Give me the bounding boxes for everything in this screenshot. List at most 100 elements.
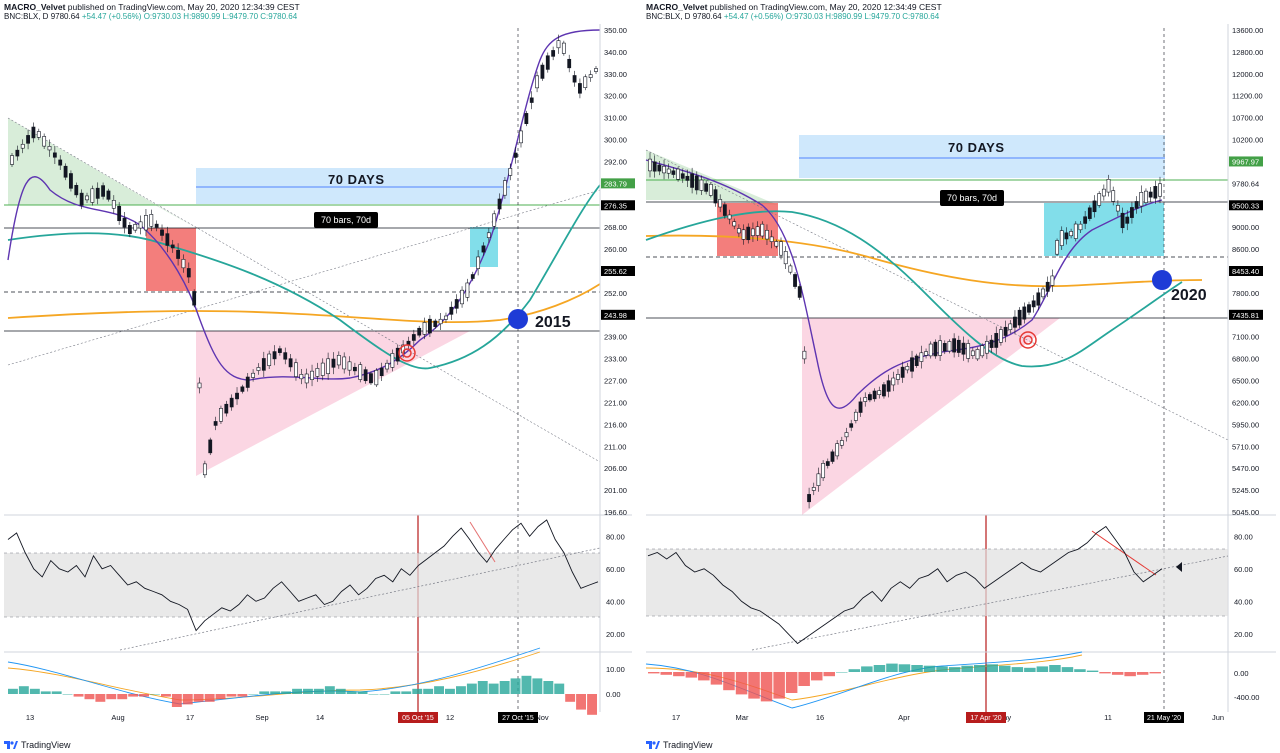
macd-bar [128,694,139,697]
tradingview-brand[interactable]: TradingView [4,740,71,750]
candle-body [551,50,556,57]
macd-bar [40,691,51,694]
candle-body [315,368,320,377]
macd-signal-line [7,651,541,701]
date-marker-label: 21 May '20 [1147,715,1181,722]
candle-body [503,180,507,196]
macd-bar [423,688,434,694]
candle-body [727,214,732,220]
rsi-tick-label: 60.00 [1234,565,1253,574]
macd-bar [248,694,259,695]
date-marker-tag [966,712,1006,723]
author-name[interactable]: MACRO_Velvet [646,2,708,12]
candle-body [524,113,529,124]
candle-body [561,42,566,54]
symbol-line: BNC:BLX, D 9780.64 +54.47 (+0.56%) O:973… [646,12,939,21]
price-tick-label: 6200.00 [1232,398,1259,407]
candle-body [1064,232,1069,240]
macd-bar [281,691,291,694]
candle-body [69,173,73,189]
author-name[interactable]: MACRO_Velvet [4,2,66,12]
price-tick-label: 216.00 [604,420,627,429]
candle-body [919,352,924,362]
macd-bar [861,666,873,672]
price-chart-2015[interactable]: 350.00 340.00 330.00 320.00 310.00 300.00 292.… [0,0,636,753]
candle-body [1017,309,1022,326]
candle-body [666,168,671,174]
rsi-tick-label: 80.00 [1234,532,1253,541]
candle-body [989,339,994,348]
macd-bar [237,694,248,697]
macd-tick-label: 10.00 [606,665,625,674]
macd-bar [673,672,685,677]
macd-bar [182,694,193,705]
candle-body [905,366,910,371]
price-tick-label: 255.62 [604,267,627,276]
price-tick-label: 252.00 [604,289,627,298]
price-tag [1229,309,1263,320]
macd-bar [215,694,226,700]
candle-body [975,349,980,360]
candle-body [363,369,368,382]
price-tick-label: 196.60 [604,508,627,517]
macd-bar [886,663,898,672]
ohlc-values: O:9730.03 H:9890.99 L:9479.70 C:9780.64 [785,12,940,21]
candle-body [671,170,676,175]
macd-bar [193,694,204,702]
candle-body [882,384,886,397]
candle-body [970,350,975,356]
candle-body [999,329,1003,343]
candle-body [213,421,218,426]
rsi-axis: 80.00 60.00 40.00 20.00 [1234,532,1253,639]
macd-bar [1049,665,1061,672]
panel-divider [636,0,642,753]
price-tick-label: 12000.00 [1232,70,1263,79]
candle-body [722,204,727,216]
rsi-tick-label: 20.00 [606,630,625,639]
macd-bar [986,664,998,672]
candle-body [933,341,938,357]
last-price: 9780.64 [692,12,722,21]
time-tick-label: 14 [316,713,324,722]
accumulation-triangle [802,318,1060,515]
price-tick-label: 330.00 [604,70,627,79]
candle-body [1158,183,1162,197]
candle-body [685,175,690,181]
candle-body [652,161,657,172]
macd-tick-label: 0.00 [606,690,621,699]
price-tick-label: 11200.00 [1232,92,1263,101]
candle-body [694,175,699,191]
candle-body [1087,207,1092,219]
price-tick-label: 243.98 [604,311,627,320]
ohlc-values: O:9730.03 H:9890.99 L:9479.70 C:9780.64 [143,12,298,21]
macd-bar [8,688,18,694]
macd-bar [1024,667,1036,672]
price-chart-2020[interactable]: 13600.00 12800.00 12000.00 11200.00 10700.00… [642,0,1280,753]
descending-wedge [8,118,196,228]
candle-body [910,357,914,372]
candle-body [476,256,481,269]
candle-body [1130,207,1134,218]
candle-body [1092,200,1097,213]
candle-body [186,268,191,278]
candle-body [170,244,175,249]
candlesticks [648,152,1162,509]
macd-bar [648,672,660,674]
candle-body [176,249,180,259]
candle-body [235,392,239,400]
macd-bar [1074,669,1086,672]
macd-bar [368,694,379,695]
candle-body [74,185,79,196]
candle-body [224,403,229,414]
candle-body [320,362,325,376]
candle-body [417,327,422,336]
macd-bar [488,683,499,694]
tradingview-brand[interactable]: TradingView [646,740,713,750]
target-inner [402,348,412,358]
candle-body [438,318,443,325]
candle-body [358,364,363,380]
macd-histogram [8,675,597,715]
macd-bar [923,665,936,672]
candle-body [208,439,213,454]
price-tick-label: 7800.00 [1232,289,1259,298]
